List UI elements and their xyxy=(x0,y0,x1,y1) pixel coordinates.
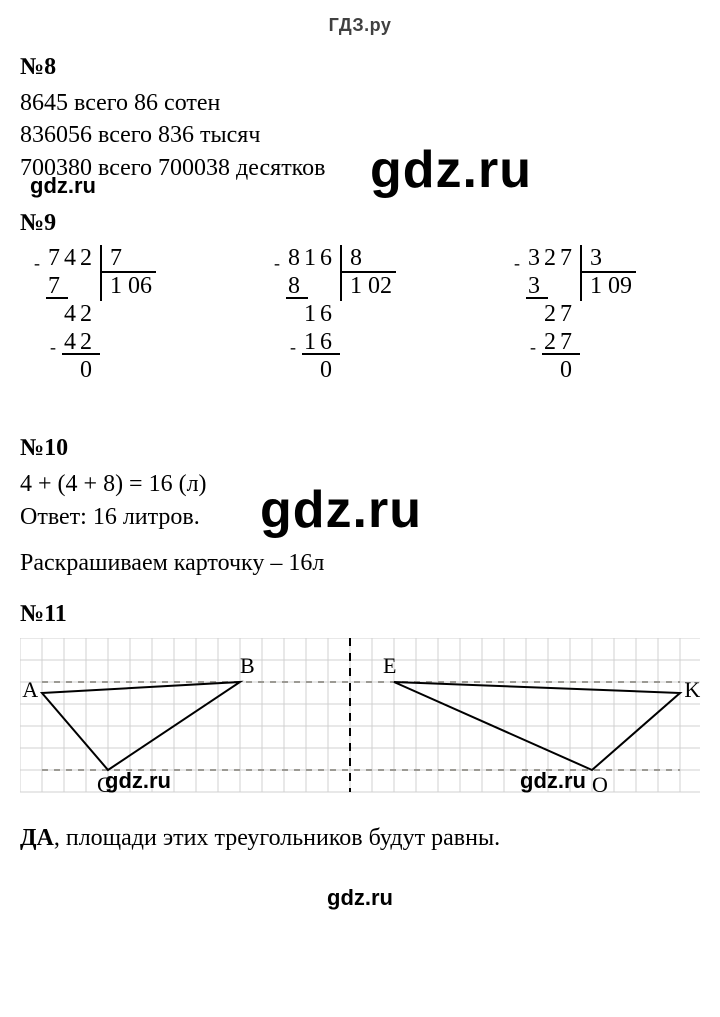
remainder-digit: 0 xyxy=(560,357,572,384)
remainder-digit: 2 xyxy=(80,301,92,328)
step-underline xyxy=(62,353,100,355)
remainder-digit: 0 xyxy=(80,357,92,384)
divisor: 3 xyxy=(590,245,602,272)
vertex-label: E xyxy=(383,653,396,679)
vertex-label: K xyxy=(684,677,700,703)
p10-expression: 4 + (4 + 8) = 16 (л) xyxy=(20,468,700,500)
long-division-row: 74271 06-74242-081681 02-81616-032731 09… xyxy=(30,245,690,425)
step-underline xyxy=(542,353,580,355)
divisor: 8 xyxy=(350,245,362,272)
subtrahend-digit: 3 xyxy=(528,273,540,300)
p11-conclusion-strong: ДА xyxy=(20,825,54,851)
long-division: 32731 09-32727-0 xyxy=(510,245,690,425)
dividend-digit: 2 xyxy=(544,245,556,272)
minus-icon: - xyxy=(50,337,56,358)
remainder-digit: 0 xyxy=(320,357,332,384)
minus-icon: - xyxy=(34,253,40,274)
long-division: 81681 02-81616-0 xyxy=(270,245,450,425)
vertex-label: C xyxy=(97,772,112,798)
step-underline xyxy=(46,297,68,299)
remainder-digit: 2 xyxy=(544,301,556,328)
vertex-label: O xyxy=(592,772,608,798)
minus-icon: - xyxy=(530,337,536,358)
site-header: ГДЗ.ру xyxy=(20,15,700,36)
dividend-digit: 7 xyxy=(48,245,60,272)
division-vline xyxy=(340,245,342,301)
subtrahend-digit: 2 xyxy=(544,329,556,356)
division-vline xyxy=(580,245,582,301)
remainder-digit: 1 xyxy=(304,301,316,328)
dividend-digit: 8 xyxy=(288,245,300,272)
remainder-digit: 4 xyxy=(64,301,76,328)
p8-line-1: 8645 всего 86 сотен xyxy=(20,87,700,119)
quotient: 1 06 xyxy=(110,273,152,300)
divisor: 7 xyxy=(110,245,122,272)
quotient: 1 09 xyxy=(590,273,632,300)
p8-line-3: 700380 всего 700038 десятков xyxy=(20,152,700,184)
dividend-digit: 4 xyxy=(64,245,76,272)
dividend-digit: 1 xyxy=(304,245,316,272)
step-underline xyxy=(286,297,308,299)
quotient: 1 02 xyxy=(350,273,392,300)
step-underline xyxy=(526,297,548,299)
minus-icon: - xyxy=(290,337,296,358)
subtrahend-digit: 1 xyxy=(304,329,316,356)
dividend-digit: 7 xyxy=(560,245,572,272)
vertex-label: A xyxy=(22,677,38,703)
subtrahend-digit: 7 xyxy=(48,273,60,300)
problem-9-heading: №9 xyxy=(20,210,700,237)
p10-answer: Ответ: 16 литров. xyxy=(20,501,700,533)
step-underline xyxy=(302,353,340,355)
watermark-footer: gdz.ru xyxy=(20,885,700,911)
problem-10-heading: №10 xyxy=(20,435,700,462)
p11-conclusion: ДА, площади этих треугольников будут рав… xyxy=(20,822,700,854)
subtrahend-digit: 6 xyxy=(320,329,332,356)
dividend-digit: 3 xyxy=(528,245,540,272)
subtrahend-digit: 8 xyxy=(288,273,300,300)
subtrahend-digit: 2 xyxy=(80,329,92,356)
dividend-digit: 2 xyxy=(80,245,92,272)
subtrahend-digit: 7 xyxy=(560,329,572,356)
page: ГДЗ.ру №8 8645 всего 86 сотен 836056 все… xyxy=(0,0,720,951)
remainder-digit: 7 xyxy=(560,301,572,328)
p10-note: Раскрашиваем карточку – 16л xyxy=(20,547,700,579)
geometry-diagram: gdz.ru gdz.ru ABCEKO xyxy=(20,638,700,808)
remainder-digit: 6 xyxy=(320,301,332,328)
problem-11-heading: №11 xyxy=(20,601,700,628)
subtrahend-digit: 4 xyxy=(64,329,76,356)
long-division: 74271 06-74242-0 xyxy=(30,245,210,425)
vertex-label: B xyxy=(240,653,255,679)
minus-icon: - xyxy=(274,253,280,274)
problem-8-heading: №8 xyxy=(20,54,700,81)
p8-line-2: 836056 всего 836 тысяч xyxy=(20,119,700,151)
dividend-digit: 6 xyxy=(320,245,332,272)
division-vline xyxy=(100,245,102,301)
p11-conclusion-rest: , площади этих треугольников будут равны… xyxy=(54,825,500,851)
minus-icon: - xyxy=(514,253,520,274)
